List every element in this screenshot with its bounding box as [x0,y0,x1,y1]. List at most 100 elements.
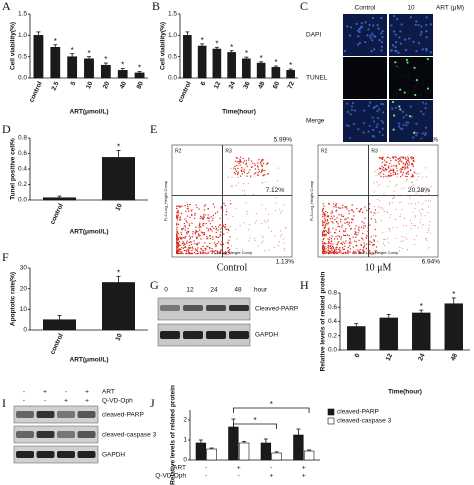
event [176,234,178,236]
event [184,246,186,248]
plot-frame [317,144,439,258]
event [422,224,424,226]
event [177,243,179,245]
event [273,186,275,188]
event [341,242,343,245]
event [373,191,375,193]
event [207,214,209,216]
event [211,252,213,255]
event [203,251,205,254]
nucleus [377,27,380,30]
event [401,166,403,168]
event [323,233,326,236]
event [339,247,341,249]
event [177,217,179,219]
event [341,207,344,209]
event [191,252,193,254]
event [322,215,324,218]
event [229,226,231,228]
event [323,249,325,251]
event [177,231,179,234]
event [332,247,335,249]
event [237,182,239,184]
event [349,245,351,247]
significance: * [54,37,57,46]
event [281,234,283,236]
lane-label: 0 [164,287,168,294]
event [323,251,325,253]
nucleus [395,41,398,44]
nucleus [415,84,418,88]
event [264,250,266,252]
x-tick-label: 5 [70,80,78,87]
event [176,224,178,226]
nucleus [425,23,428,27]
event [246,210,248,212]
x-tick-label: 10 [114,332,124,342]
nucleus [372,106,375,109]
bar [134,72,145,79]
nucleus [405,121,408,124]
event [323,234,325,236]
event [345,234,347,236]
event [238,160,240,163]
event [406,179,408,181]
nucleus [404,48,408,52]
event [184,205,186,207]
event [360,208,362,210]
event [379,200,381,202]
event [404,163,407,166]
event [261,223,263,224]
nucleus [419,94,422,97]
nucleus [424,62,428,65]
event [383,193,385,195]
event [235,160,237,162]
nucleus [421,101,424,104]
event [346,251,349,253]
event [374,218,376,220]
event [224,204,226,206]
condition-sign: + [85,389,89,396]
event [196,249,198,251]
nucleus [411,136,415,139]
event [261,235,263,237]
event [362,250,364,252]
event [199,234,201,237]
event [323,238,325,240]
event [367,226,369,229]
column-header: ART (μM) [436,5,464,12]
band [36,411,55,418]
event [386,211,388,213]
event [359,248,361,251]
event [412,184,414,186]
event [354,231,356,233]
event [387,185,389,187]
event [186,215,189,217]
nucleus [424,126,427,129]
event [228,239,230,241]
event [402,162,404,164]
event [191,222,193,224]
bar [102,282,135,331]
significance: * [117,268,120,277]
event [397,161,400,163]
event [387,177,389,179]
nucleus [362,131,365,134]
blot [13,425,99,444]
error-bar [242,440,247,443]
event [326,219,328,221]
event [322,247,324,250]
nucleus [367,104,371,107]
event [216,236,218,238]
nucleus [428,71,432,74]
event [382,208,384,210]
bar [212,48,222,79]
event [323,226,326,229]
event [234,168,236,170]
nucleus [393,114,396,117]
event [347,249,349,252]
nucleus [401,110,404,113]
event [332,250,334,253]
event [196,252,199,255]
error-bar [200,43,205,46]
